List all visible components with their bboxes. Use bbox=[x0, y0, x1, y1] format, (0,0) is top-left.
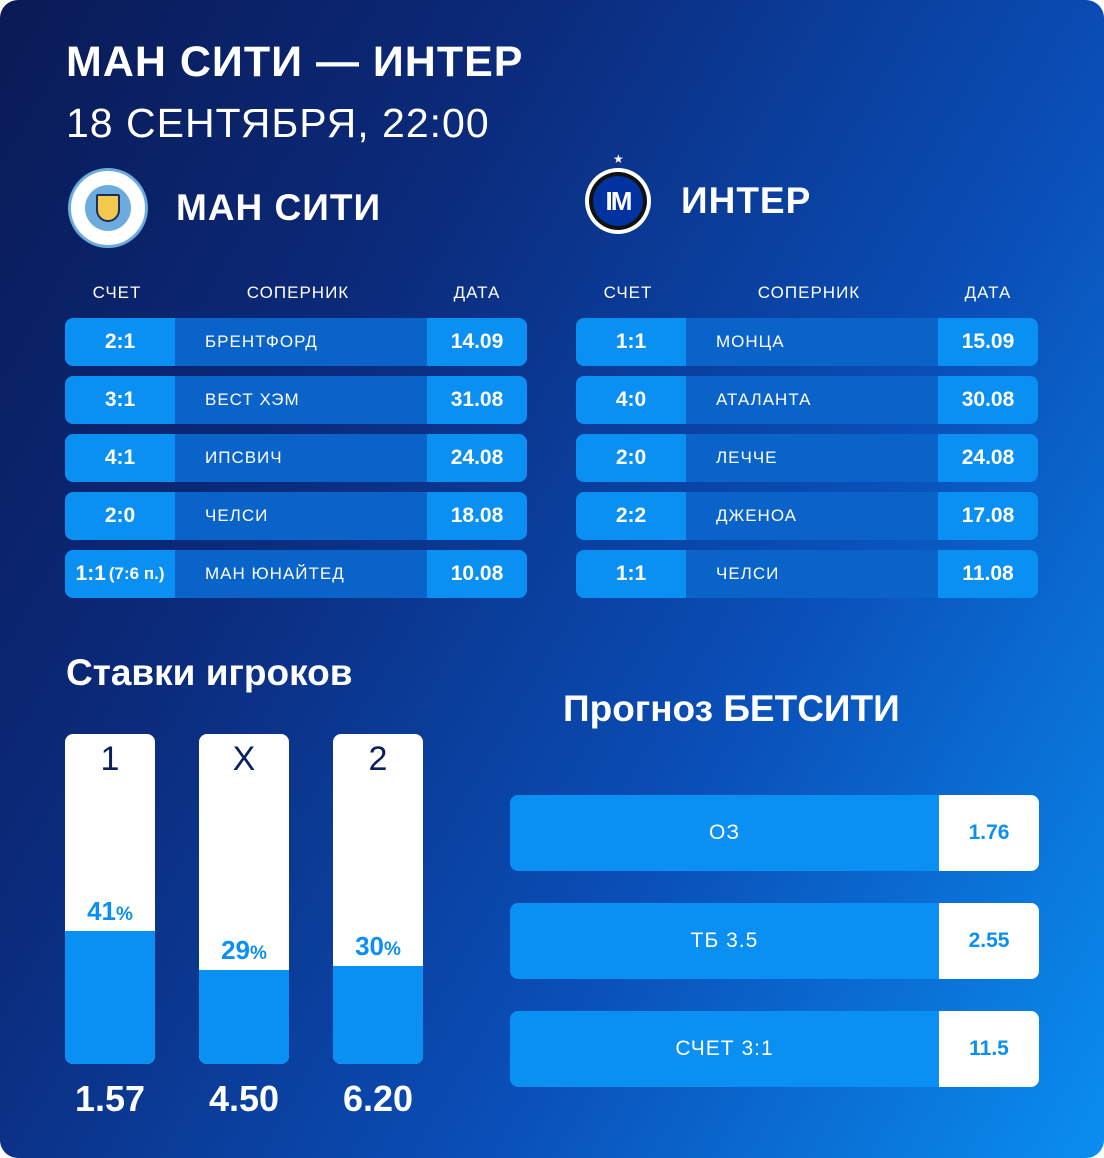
match-title: МАН СИТИ — ИНТЕР bbox=[66, 38, 524, 86]
date-cell: 24.08 bbox=[427, 434, 527, 482]
outcome-label: 1 bbox=[100, 740, 120, 778]
player-bets-title: Ставки игроков bbox=[66, 652, 353, 693]
date-cell: 15.09 bbox=[938, 318, 1038, 366]
outcome-label: 2 bbox=[368, 740, 388, 778]
table-row: 2:0 ЛЕЧЧЕ 24.08 bbox=[576, 434, 1038, 482]
odds-value: 4.50 bbox=[208, 1078, 280, 1119]
score-cell: 3:1 bbox=[65, 376, 175, 424]
date-cell: 31.08 bbox=[427, 376, 527, 424]
table-row: 2:0 ЧЕЛСИ 18.08 bbox=[65, 492, 527, 540]
bet-bar-fill bbox=[199, 970, 289, 1064]
score-cell: 2:2 bbox=[576, 492, 686, 540]
table-row: 1:1 МОНЦА 15.09 bbox=[576, 318, 1038, 366]
forecast-name: ОЗ bbox=[510, 795, 939, 871]
home-team-name: МАН СИТИ bbox=[176, 187, 382, 228]
home-team-header: МАН СИТИ bbox=[68, 168, 381, 248]
away-team-header: ★ IM ИНТЕР bbox=[585, 152, 812, 234]
table-row: 2:1 БРЕНТФОРД 14.09 bbox=[65, 318, 527, 366]
score-cell: 1:1 (7:6 п.) bbox=[65, 550, 175, 598]
opponent-cell: ЛЕЧЧЕ bbox=[686, 434, 938, 482]
inter-crest-icon: ★ IM bbox=[585, 152, 651, 234]
away-table-header: СЧЕТ СОПЕРНИК ДАТА bbox=[576, 283, 1038, 303]
opponent-cell: БРЕНТФОРД bbox=[175, 318, 427, 366]
forecast-item: ТБ 3.5 2.55 bbox=[510, 903, 1039, 979]
bet-bar-x: X 29% bbox=[199, 734, 289, 1064]
odds-value: 1.57 bbox=[74, 1078, 146, 1119]
score-cell: 2:1 bbox=[65, 318, 175, 366]
forecast-coef: 11.5 bbox=[939, 1011, 1039, 1087]
odds-value: 6.20 bbox=[342, 1078, 414, 1119]
opponent-cell: ИПСВИЧ bbox=[175, 434, 427, 482]
forecast-item: ОЗ 1.76 bbox=[510, 795, 1039, 871]
bet-bar-fill bbox=[333, 966, 423, 1064]
away-team-name: ИНТЕР bbox=[681, 180, 812, 221]
home-table-header: СЧЕТ СОПЕРНИК ДАТА bbox=[65, 283, 527, 303]
opponent-cell: ЧЕЛСИ bbox=[686, 550, 938, 598]
star-icon: ★ bbox=[613, 152, 624, 166]
date-cell: 30.08 bbox=[938, 376, 1038, 424]
opponent-cell: ВЕСТ ХЭМ bbox=[175, 376, 427, 424]
bet-bar-1: 1 41% bbox=[65, 734, 155, 1064]
bet-bar-fill bbox=[65, 931, 155, 1064]
forecast-name: СЧЕТ 3:1 bbox=[510, 1011, 939, 1087]
date-cell: 18.08 bbox=[427, 492, 527, 540]
column-opponent: СОПЕРНИК bbox=[757, 283, 861, 302]
score-cell: 1:1 bbox=[576, 318, 686, 366]
score-cell: 4:1 bbox=[65, 434, 175, 482]
date-cell: 10.08 bbox=[427, 550, 527, 598]
table-row: 4:0 АТАЛАНТА 30.08 bbox=[576, 376, 1038, 424]
column-date: ДАТА bbox=[453, 283, 501, 302]
date-cell: 11.08 bbox=[938, 550, 1038, 598]
forecast-item: СЧЕТ 3:1 11.5 bbox=[510, 1011, 1039, 1087]
bet-bar-2: 2 30% bbox=[333, 734, 423, 1064]
date-cell: 24.08 bbox=[938, 434, 1038, 482]
forecast-coef: 2.55 bbox=[939, 903, 1039, 979]
manchester-city-crest-icon bbox=[68, 168, 148, 248]
penalty-note: (7:6 п.) bbox=[108, 564, 165, 583]
date-cell: 14.09 bbox=[427, 318, 527, 366]
table-row: 1:1 (7:6 п.) МАН ЮНАЙТЕД 10.08 bbox=[65, 550, 527, 598]
match-datetime: 18 СЕНТЯБРЯ, 22:00 bbox=[66, 100, 490, 146]
date-cell: 17.08 bbox=[938, 492, 1038, 540]
home-matches-table: 2:1 БРЕНТФОРД 14.09 3:1 ВЕСТ ХЭМ 31.08 4… bbox=[65, 318, 527, 608]
opponent-cell: ЧЕЛСИ bbox=[175, 492, 427, 540]
table-row: 4:1 ИПСВИЧ 24.08 bbox=[65, 434, 527, 482]
score-cell: 4:0 bbox=[576, 376, 686, 424]
forecast-name: ТБ 3.5 bbox=[510, 903, 939, 979]
forecast-title: Прогноз БЕТСИТИ bbox=[563, 688, 900, 729]
table-row: 3:1 ВЕСТ ХЭМ 31.08 bbox=[65, 376, 527, 424]
column-score: СЧЕТ bbox=[603, 283, 653, 302]
bet-percent: 41% bbox=[87, 896, 133, 926]
opponent-cell: МАН ЮНАЙТЕД bbox=[175, 550, 427, 598]
score-cell: 2:0 bbox=[65, 492, 175, 540]
column-date: ДАТА bbox=[964, 283, 1012, 302]
table-row: 2:2 ДЖЕНОА 17.08 bbox=[576, 492, 1038, 540]
score-cell: 1:1 bbox=[576, 550, 686, 598]
column-score: СЧЕТ bbox=[92, 283, 142, 302]
score-cell: 2:0 bbox=[576, 434, 686, 482]
column-opponent: СОПЕРНИК bbox=[246, 283, 350, 302]
forecast-coef: 1.76 bbox=[939, 795, 1039, 871]
opponent-cell: МОНЦА bbox=[686, 318, 938, 366]
opponent-cell: АТАЛАНТА bbox=[686, 376, 938, 424]
bet-percent: 29% bbox=[221, 935, 267, 965]
opponent-cell: ДЖЕНОА bbox=[686, 492, 938, 540]
bet-percent: 30% bbox=[355, 931, 401, 961]
table-row: 1:1 ЧЕЛСИ 11.08 bbox=[576, 550, 1038, 598]
outcome-label: X bbox=[232, 740, 256, 778]
away-matches-table: 1:1 МОНЦА 15.09 4:0 АТАЛАНТА 30.08 2:0 Л… bbox=[576, 318, 1038, 608]
